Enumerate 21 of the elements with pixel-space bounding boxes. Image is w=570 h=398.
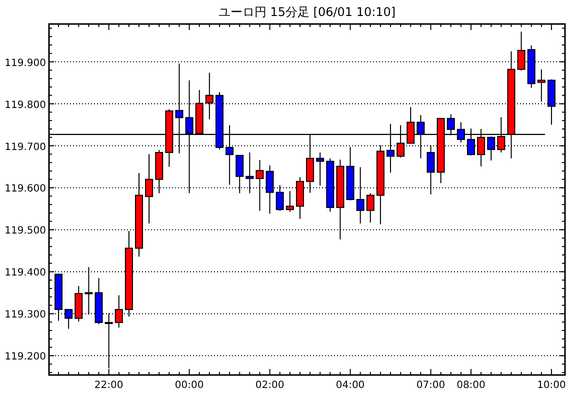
- chart-title: ユーロ円 15分足 [06/01 10:10]: [218, 5, 396, 19]
- y-tick-label: 119.900: [4, 58, 46, 69]
- candlestick: [84, 266, 93, 316]
- x-tick-label: 10:00: [537, 380, 566, 391]
- y-tick-label: 119.200: [4, 352, 46, 363]
- y-tick-label: 119.600: [4, 184, 46, 195]
- x-tick-label: 08:00: [456, 380, 486, 391]
- x-tick-label: 00:00: [174, 380, 204, 391]
- y-tick-label: 119.300: [4, 310, 46, 321]
- candlestick: [537, 68, 546, 102]
- x-tick-label: 22:00: [94, 380, 124, 391]
- x-tick-label: 04:00: [336, 380, 365, 391]
- candlestick: [256, 160, 264, 212]
- x-tick-label: 02:00: [255, 380, 284, 391]
- x-tick-label: 07:00: [416, 380, 446, 391]
- y-tick-label: 119.800: [4, 100, 46, 111]
- y-tick-label: 119.500: [4, 226, 46, 237]
- candlestick: [366, 192, 374, 224]
- y-tick-label: 119.400: [4, 268, 46, 279]
- candlestick: [286, 190, 294, 212]
- y-tick-label: 119.700: [4, 142, 46, 153]
